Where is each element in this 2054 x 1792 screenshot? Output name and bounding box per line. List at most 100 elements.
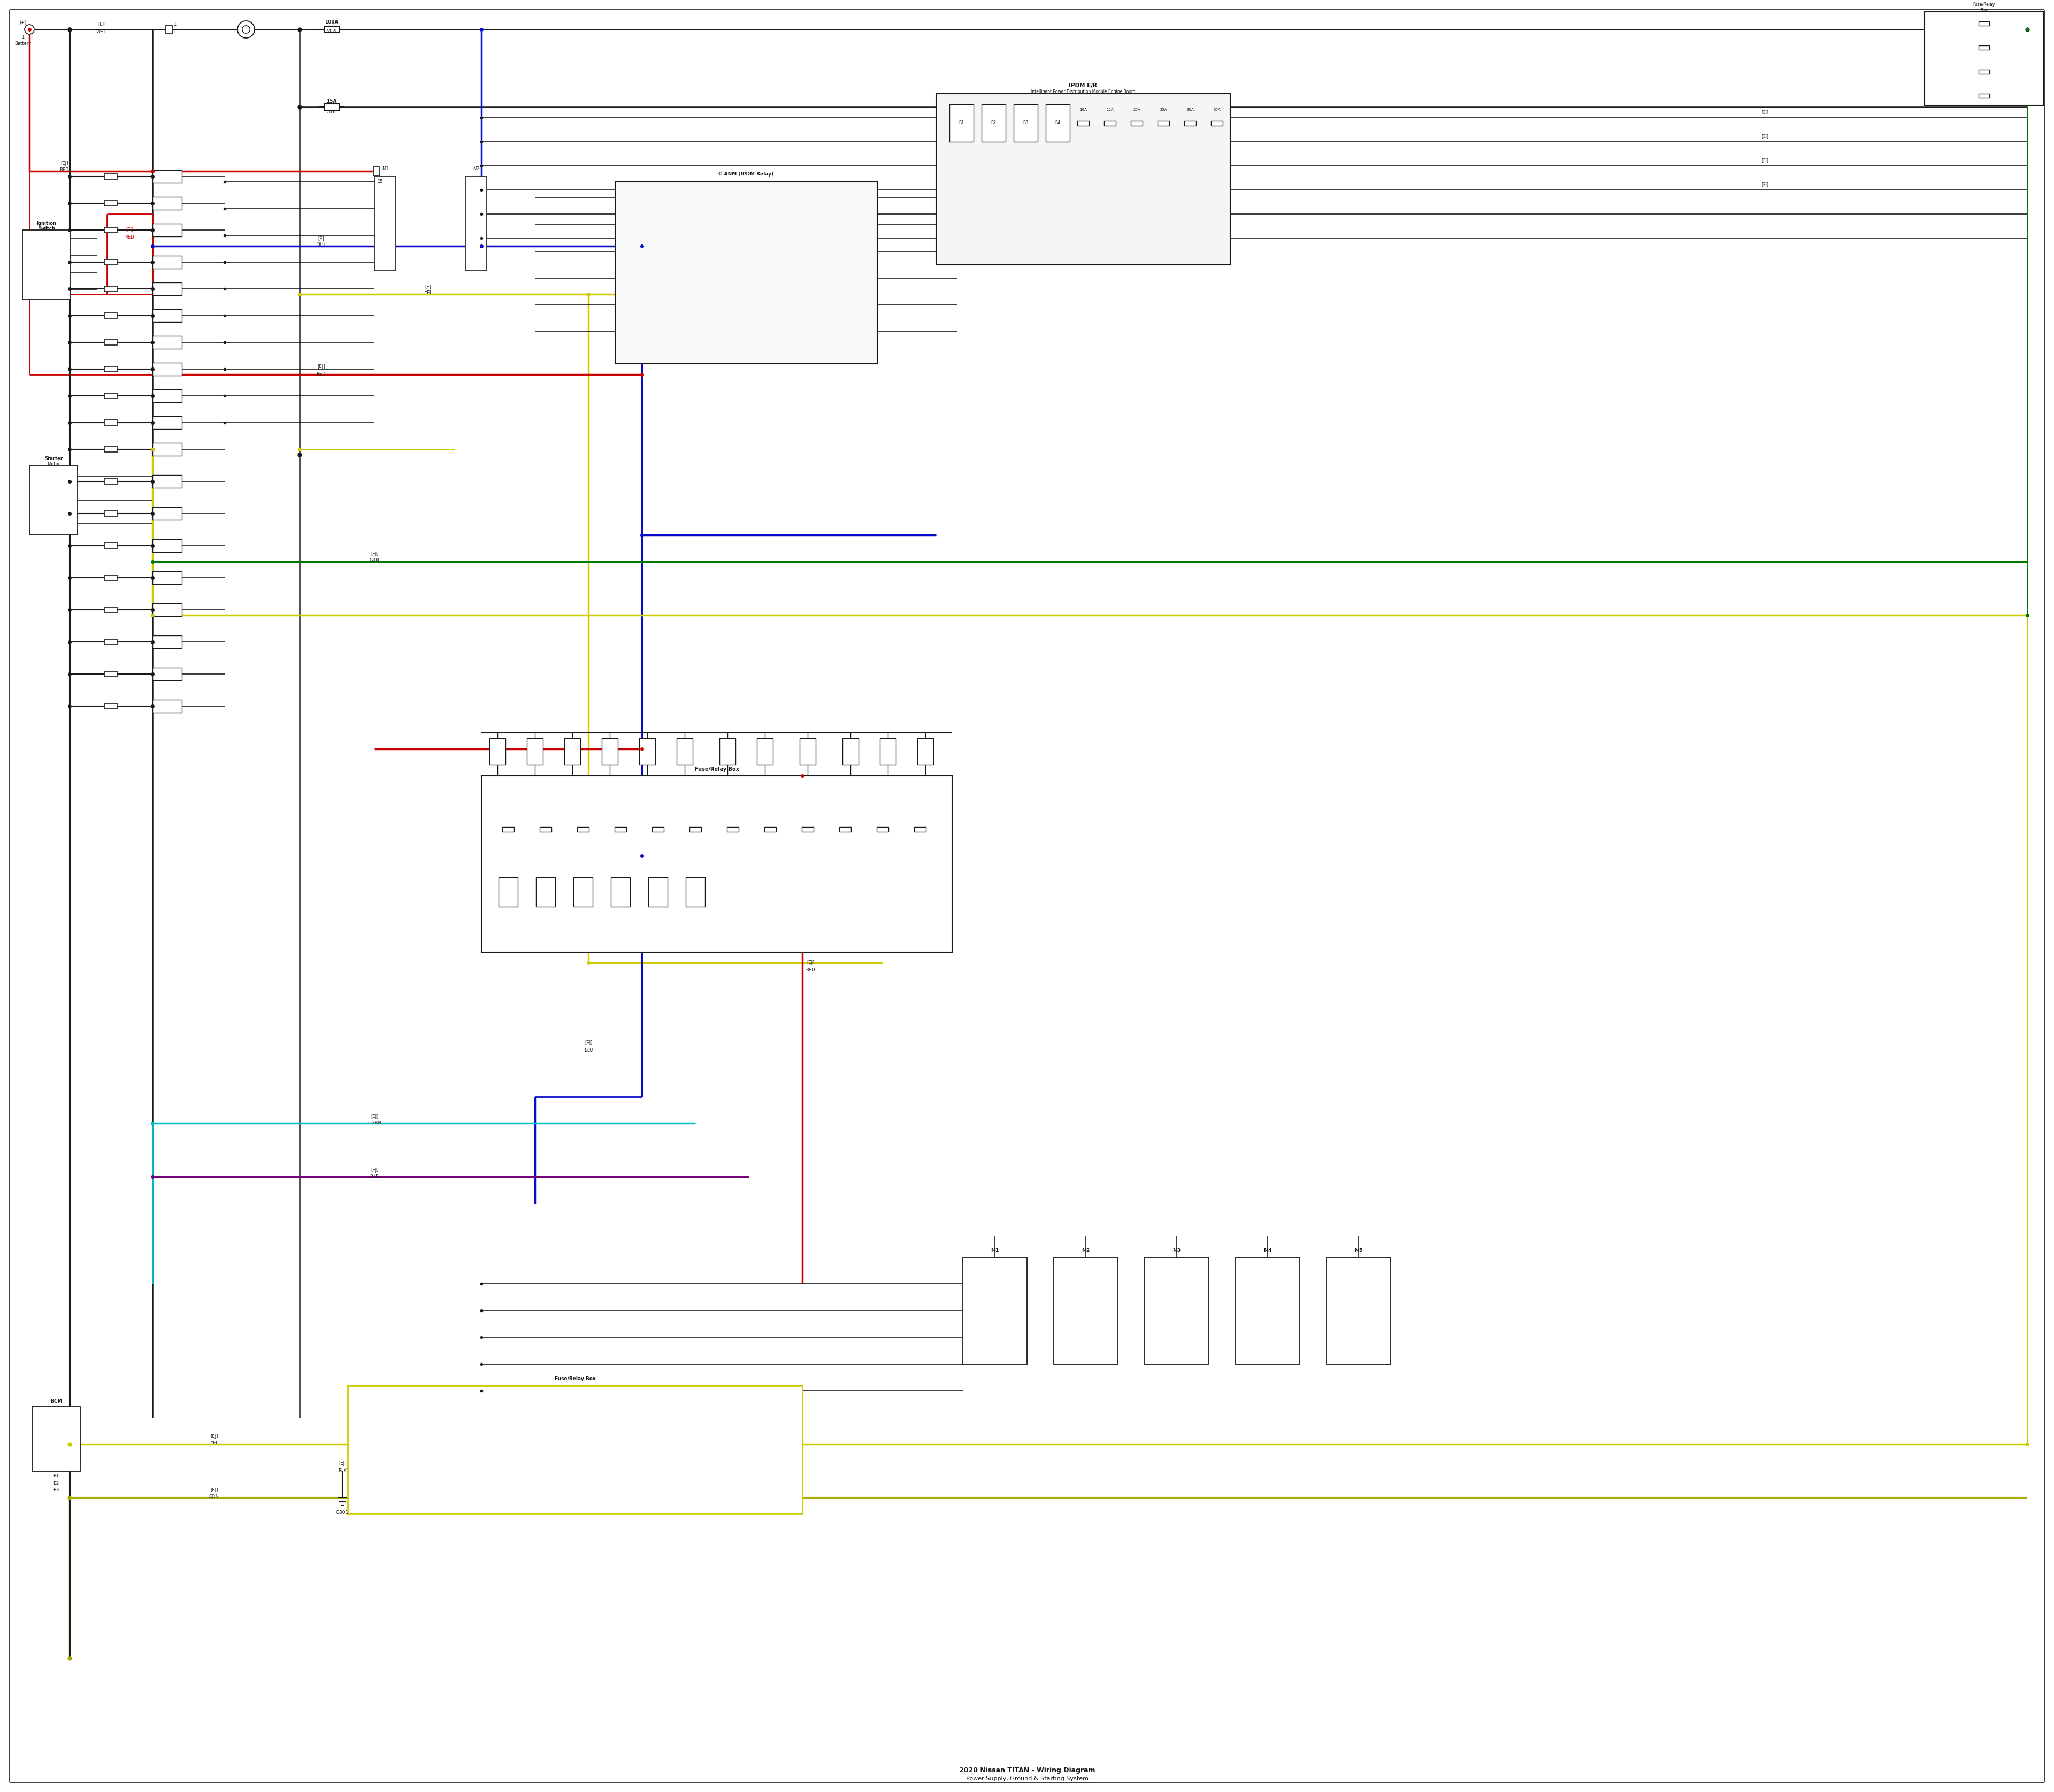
Bar: [651, 826, 663, 831]
Text: BLU: BLU: [583, 1048, 594, 1052]
Bar: [374, 177, 396, 271]
Text: [EJ]: [EJ]: [370, 552, 378, 557]
Text: RED: RED: [805, 968, 815, 973]
Text: IPDM E/R: IPDM E/R: [1068, 82, 1097, 88]
Bar: [756, 738, 772, 765]
Text: 1: 1: [173, 29, 175, 34]
Text: [EJ]: [EJ]: [370, 1168, 378, 1172]
Text: [EJ]: [EJ]: [210, 1434, 218, 1439]
Bar: [1327, 1256, 1391, 1364]
Bar: [536, 878, 555, 907]
Text: 15A: 15A: [327, 99, 337, 104]
Bar: [1013, 104, 1037, 142]
Bar: [374, 167, 380, 176]
Bar: [1185, 120, 1195, 125]
Bar: [152, 699, 183, 713]
Text: 30A: 30A: [1187, 108, 1193, 111]
Bar: [1158, 120, 1169, 125]
Bar: [105, 478, 117, 484]
Bar: [614, 826, 626, 831]
Bar: [152, 310, 183, 323]
Bar: [105, 607, 117, 613]
Bar: [686, 878, 705, 907]
Bar: [325, 104, 339, 109]
Bar: [573, 878, 594, 907]
Text: R1: R1: [959, 120, 963, 125]
Bar: [499, 878, 518, 907]
Bar: [1978, 45, 1988, 50]
Bar: [982, 104, 1006, 142]
Bar: [690, 826, 700, 831]
Bar: [152, 572, 183, 584]
Bar: [489, 738, 505, 765]
Text: GRN: GRN: [370, 557, 380, 563]
Bar: [152, 507, 183, 520]
Text: Battery: Battery: [14, 41, 31, 47]
Bar: [676, 738, 692, 765]
Text: Fuse/Relay Box: Fuse/Relay Box: [694, 767, 739, 772]
Bar: [799, 738, 815, 765]
Text: 20A: 20A: [1134, 108, 1140, 111]
Bar: [105, 287, 117, 292]
Text: B1: B1: [53, 1475, 60, 1478]
Text: M5: M5: [1354, 1249, 1362, 1253]
Text: [EJ]: [EJ]: [807, 961, 813, 966]
Bar: [152, 668, 183, 681]
Text: 10A: 10A: [1080, 108, 1087, 111]
Bar: [152, 256, 183, 269]
Text: T1: T1: [170, 22, 177, 27]
Text: [EJ]: [EJ]: [370, 1115, 378, 1120]
Text: YEL: YEL: [423, 290, 431, 296]
Text: B3: B3: [53, 1487, 60, 1493]
Bar: [466, 177, 487, 271]
Text: [EI]: [EI]: [1762, 158, 1768, 163]
Bar: [105, 640, 117, 645]
Bar: [1925, 13, 2044, 106]
Bar: [1212, 120, 1222, 125]
Text: WHT: WHT: [97, 29, 107, 34]
Bar: [1144, 1256, 1210, 1364]
Bar: [1978, 70, 1988, 73]
Text: [EJ]: [EJ]: [316, 364, 325, 369]
Bar: [105, 446, 117, 452]
Bar: [1045, 104, 1070, 142]
Bar: [29, 466, 78, 536]
Text: 25A: 25A: [1161, 108, 1167, 111]
Bar: [105, 575, 117, 581]
Text: 35A: 35A: [1214, 108, 1220, 111]
Text: [EI]: [EI]: [1762, 134, 1768, 138]
Bar: [840, 826, 850, 831]
Bar: [152, 335, 183, 349]
Bar: [481, 776, 953, 952]
Bar: [152, 170, 183, 183]
Bar: [565, 738, 581, 765]
Bar: [105, 201, 117, 206]
Bar: [105, 228, 117, 233]
Bar: [764, 826, 776, 831]
Bar: [1978, 22, 1988, 25]
Text: 100A: 100A: [325, 20, 339, 25]
Bar: [727, 826, 739, 831]
Text: [EI]: [EI]: [1762, 109, 1768, 115]
Bar: [1132, 120, 1142, 125]
Text: RED: RED: [125, 235, 134, 240]
Text: 15A: 15A: [1107, 108, 1113, 111]
Bar: [105, 419, 117, 425]
Bar: [503, 826, 514, 831]
Bar: [949, 104, 974, 142]
Bar: [152, 475, 183, 487]
Bar: [152, 197, 183, 210]
Text: M4: M4: [1263, 1249, 1271, 1253]
Bar: [577, 826, 589, 831]
Bar: [614, 181, 877, 364]
Bar: [963, 1256, 1027, 1364]
Text: RED: RED: [316, 373, 327, 376]
Circle shape: [238, 22, 255, 38]
Text: G301: G301: [337, 1511, 349, 1516]
Circle shape: [242, 25, 251, 34]
Bar: [166, 25, 173, 34]
Bar: [105, 314, 117, 319]
Bar: [325, 27, 339, 32]
Text: BLU: BLU: [316, 242, 325, 247]
Circle shape: [25, 25, 35, 34]
